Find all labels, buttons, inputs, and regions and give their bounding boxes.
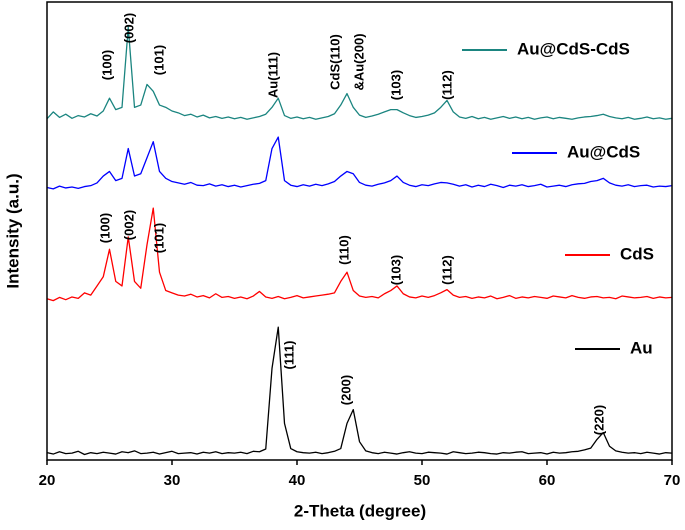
y-axis-title: Intensity (a.u.) [3,173,22,288]
peak-label: (110) [336,235,351,265]
peak-label: (101) [151,45,166,75]
peak-label: Au(111) [265,52,280,98]
data-line [46,26,673,120]
peak-label: (112) [439,255,454,285]
peak-label: CdS(110) [327,34,342,90]
peak-label: (220) [591,405,606,435]
peak-label: (100) [99,50,114,80]
plot-frame [46,1,673,461]
legend-label: Au@CdS-CdS [517,39,630,58]
peak-label: (103) [388,255,403,285]
data-line [46,136,673,190]
x-tick-label: 70 [664,472,681,489]
peak-label: &Au(200) [351,33,366,90]
peak-label: (002) [121,13,136,43]
x-tick-label: 60 [539,472,556,489]
data-line [46,207,673,302]
x-tick-label: 30 [164,472,181,489]
x-tick-label: 20 [39,472,56,489]
peak-label: (002) [121,210,136,240]
legend-label: Au@CdS [567,142,640,161]
peak-label: (101) [151,223,166,253]
x-tick-label: 40 [289,472,306,489]
peak-label: (100) [97,213,112,243]
legend-label: CdS [620,244,654,263]
peak-label: (112) [439,70,454,100]
x-axis-title: 2-Theta (degree) [294,501,426,520]
x-tick-label: 50 [414,472,431,489]
data-line [46,326,673,456]
legend-label: Au [630,338,653,357]
peak-label: (103) [388,70,403,100]
peak-label: (111) [281,341,296,370]
peak-label: (200) [338,375,353,405]
